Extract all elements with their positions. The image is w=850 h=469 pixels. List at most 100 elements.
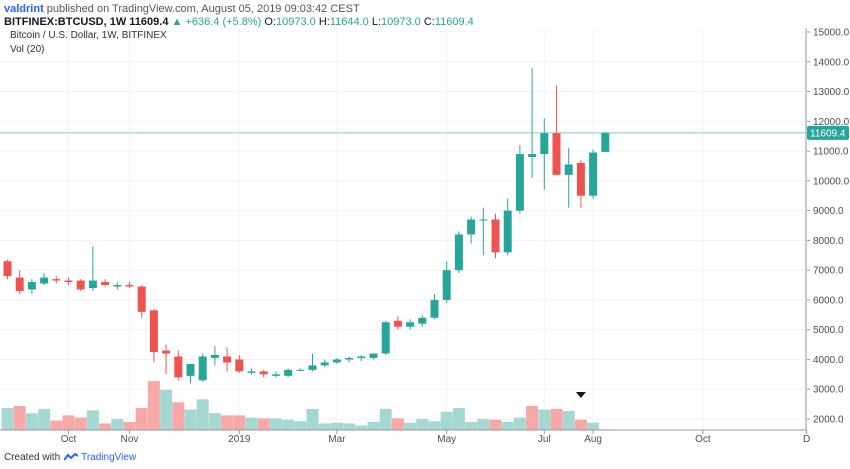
candle-body bbox=[393, 320, 402, 327]
close-value: 11609.4 bbox=[434, 16, 474, 28]
candle-body bbox=[479, 219, 488, 221]
y-tick-label: 14000.0 bbox=[813, 57, 850, 68]
series-title[interactable]: Bitcoin / U.S. Dollar, 1W, BITFINEX bbox=[10, 30, 167, 41]
candle-body bbox=[564, 164, 573, 175]
symbol-label[interactable]: BITFINEX:BTCUSD, 1W bbox=[4, 16, 127, 28]
open-value: 10973.0 bbox=[275, 16, 316, 28]
y-tick-label: 4000.0 bbox=[813, 355, 844, 366]
y-tick-label: 15000.0 bbox=[813, 27, 850, 38]
y-tick-label: 8000.0 bbox=[813, 236, 844, 247]
last-price-value: 11609.4 bbox=[129, 16, 169, 28]
candle-body bbox=[88, 280, 97, 289]
close-label: C: bbox=[423, 16, 435, 28]
volume-bar bbox=[282, 419, 295, 430]
candle-body bbox=[345, 357, 354, 360]
low-label: L: bbox=[371, 16, 382, 28]
volume-bar bbox=[477, 419, 490, 430]
volume-bar bbox=[147, 381, 160, 430]
candle-body bbox=[259, 371, 268, 375]
candle-body bbox=[210, 354, 219, 358]
volume-bar bbox=[233, 415, 246, 430]
y-tick-label: 2000.0 bbox=[813, 415, 844, 426]
volume-bar bbox=[526, 405, 539, 430]
x-tick-label: 2019 bbox=[228, 434, 251, 445]
candle-body bbox=[357, 356, 366, 358]
candle-body bbox=[113, 285, 122, 287]
candle-body bbox=[406, 322, 415, 327]
volume-bar bbox=[306, 408, 319, 430]
y-tick-label: 3000.0 bbox=[813, 385, 844, 396]
volume-bar bbox=[355, 425, 368, 430]
candle-body bbox=[418, 317, 427, 324]
volume-bar bbox=[111, 419, 124, 430]
volume-bar bbox=[196, 399, 209, 430]
volume-bar bbox=[538, 409, 551, 430]
y-tick-label: 13000.0 bbox=[813, 87, 850, 98]
ohlc-legend: BITFINEX:BTCUSD, 1W 11609.4 ▲ +636.4 (+5… bbox=[4, 16, 474, 29]
last-price-tag-label: 11609.4 bbox=[810, 128, 846, 139]
x-tick-label: Oct bbox=[61, 434, 77, 445]
footer: Created with TradingView bbox=[4, 452, 136, 463]
last-price-tag bbox=[807, 125, 849, 140]
candle-body bbox=[467, 219, 476, 235]
candle-body bbox=[369, 353, 378, 358]
x-tick-label: Jul bbox=[538, 434, 551, 445]
volume-bar bbox=[269, 418, 282, 430]
candle-body bbox=[601, 132, 610, 152]
volume-bar bbox=[391, 418, 404, 430]
tradingview-brand[interactable]: TradingView bbox=[64, 452, 136, 463]
volume-bar bbox=[135, 408, 148, 430]
volume-bar bbox=[25, 413, 38, 430]
volume-bar bbox=[428, 421, 441, 430]
candle-body bbox=[454, 234, 463, 271]
x-tick-label: D bbox=[803, 434, 810, 445]
x-tick-label: Nov bbox=[121, 434, 139, 445]
created-with-text: Created with bbox=[4, 452, 61, 463]
volume-bar bbox=[221, 415, 234, 430]
candle-body bbox=[137, 286, 146, 312]
candle-body bbox=[52, 279, 61, 281]
candle-body bbox=[503, 210, 512, 253]
event-marker-icon bbox=[575, 392, 586, 398]
tradingview-brand-label: TradingView bbox=[81, 452, 137, 463]
volume-bar bbox=[404, 422, 417, 430]
volume-bar bbox=[343, 423, 356, 430]
volume-bar bbox=[184, 409, 197, 430]
candle-body bbox=[223, 356, 232, 363]
y-tick-label: 10000.0 bbox=[813, 176, 850, 187]
y-tick-label: 5000.0 bbox=[813, 325, 844, 336]
volume-bar bbox=[452, 408, 465, 430]
volume-indicator-title[interactable]: Vol (20) bbox=[10, 44, 45, 55]
y-tick-label: 12000.0 bbox=[813, 117, 850, 128]
candle-body bbox=[101, 282, 110, 286]
high-value: 11644.0 bbox=[329, 16, 369, 28]
high-label: H: bbox=[318, 16, 330, 28]
volume-bar bbox=[367, 421, 380, 430]
candle-body bbox=[296, 369, 305, 371]
y-tick-label: 6000.0 bbox=[813, 295, 844, 306]
candle-body bbox=[198, 356, 207, 381]
y-tick-label: 7000.0 bbox=[813, 266, 844, 277]
candle-body bbox=[162, 350, 171, 354]
x-tick-label: Aug bbox=[584, 434, 602, 445]
price-change: ▲ +636.4 (+5.8%) bbox=[171, 16, 262, 28]
volume-bar bbox=[123, 421, 136, 430]
x-tick-label: Oct bbox=[695, 434, 711, 445]
candle-body bbox=[528, 154, 537, 158]
candle-body bbox=[40, 277, 49, 284]
volume-bar bbox=[1, 408, 14, 430]
volume-bar bbox=[574, 419, 587, 430]
y-tick-label: 11000.0 bbox=[813, 147, 849, 158]
low-value: 10973.0 bbox=[381, 16, 421, 28]
volume-bar bbox=[330, 422, 343, 430]
candle-body bbox=[320, 362, 329, 366]
volume-bar bbox=[562, 411, 575, 430]
volume-bar bbox=[587, 422, 600, 430]
author-link[interactable]: valdrint bbox=[4, 3, 44, 15]
volume-bar bbox=[245, 417, 258, 430]
volume-bar bbox=[513, 417, 526, 430]
candle-body bbox=[381, 322, 390, 354]
volume-bar bbox=[160, 389, 173, 430]
volume-bar bbox=[13, 405, 26, 430]
